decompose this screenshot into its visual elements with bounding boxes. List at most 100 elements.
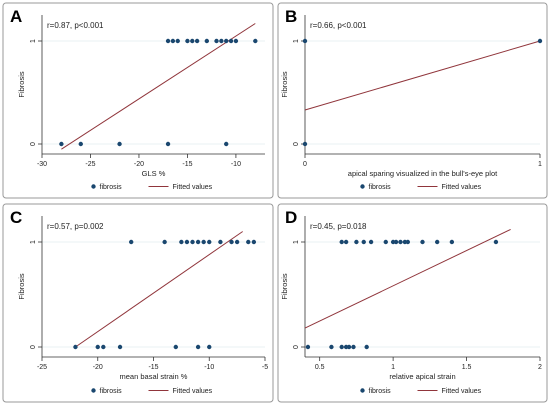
plot-area <box>42 216 265 357</box>
x-tick-label: 0 <box>303 161 307 168</box>
data-point <box>184 239 190 245</box>
data-point <box>117 141 122 147</box>
data-point <box>302 141 308 147</box>
legend-marker <box>360 184 365 189</box>
y-tick-label: 0 <box>293 142 300 146</box>
legend-marker <box>91 184 96 189</box>
fitted-line <box>304 40 541 111</box>
x-tick-label: -10 <box>231 161 241 168</box>
x-axis-label: GLS % <box>142 169 166 178</box>
plot-area <box>305 15 540 154</box>
fitted-line <box>75 231 243 348</box>
data-point <box>190 239 195 245</box>
data-point <box>201 239 206 245</box>
data-point <box>339 344 344 350</box>
data-point <box>449 239 455 245</box>
x-tick-label: -20 <box>93 364 103 371</box>
x-tick-label: -20 <box>134 161 144 168</box>
y-tick-label: 1 <box>30 240 37 244</box>
y-axis-label: Fibrosis <box>280 273 289 300</box>
data-point <box>59 141 64 147</box>
data-point <box>346 344 352 350</box>
data-point <box>129 239 134 245</box>
data-point <box>101 344 106 350</box>
data-point <box>420 239 425 245</box>
y-tick-label: 0 <box>30 345 37 349</box>
data-point <box>253 38 258 44</box>
x-tick-label: 0.5 <box>315 364 325 371</box>
data-point <box>251 239 257 245</box>
data-point <box>219 38 224 44</box>
legend-label: Fitted values <box>173 388 213 395</box>
x-tick-label: 2 <box>538 364 542 371</box>
y-tick-label: 1 <box>293 39 300 43</box>
legend-label: fibrosis <box>369 388 392 395</box>
data-point <box>73 344 78 350</box>
data-point <box>305 344 311 350</box>
data-point <box>214 38 219 44</box>
correlation-annotation: r=0.87, p<0.001 <box>47 21 104 30</box>
data-point <box>173 344 178 350</box>
data-point <box>78 141 83 147</box>
data-point <box>361 239 366 245</box>
data-point <box>383 239 388 245</box>
panel-label: C <box>10 208 22 227</box>
x-tick-label: 1.5 <box>462 364 472 371</box>
x-axis-label: relative apical strain <box>389 372 455 381</box>
data-point <box>302 38 308 44</box>
panel-d: 0 1 0.5 1 1.5 2 Fibrosis relative apical strain… <box>277 203 548 403</box>
data-point <box>246 239 251 245</box>
data-point <box>179 239 184 245</box>
data-point <box>368 239 374 245</box>
legend-label: fibrosis <box>100 388 123 395</box>
data-point <box>165 38 171 44</box>
y-tick-label: 0 <box>30 142 37 146</box>
legend-label: fibrosis <box>369 184 392 191</box>
x-tick-label: -15 <box>148 364 158 371</box>
x-tick-label: 1 <box>391 364 395 371</box>
legend-label: Fitted values <box>442 388 482 395</box>
plot-area <box>42 15 265 154</box>
data-point <box>194 38 200 44</box>
y-axis-label: Fibrosis <box>17 273 26 300</box>
data-point <box>493 239 499 245</box>
data-point <box>393 239 399 245</box>
y-tick-label: 0 <box>293 345 300 349</box>
legend-marker <box>91 388 96 393</box>
data-point <box>434 239 440 245</box>
data-point <box>185 38 190 44</box>
x-tick-label: -5 <box>262 364 268 371</box>
y-tick-label: 1 <box>30 39 37 43</box>
data-point <box>234 239 240 245</box>
data-point <box>218 239 223 245</box>
legend-label: Fitted values <box>173 184 213 191</box>
data-point <box>204 38 210 44</box>
x-tick-label: -30 <box>37 161 47 168</box>
data-point <box>339 239 344 245</box>
data-point <box>537 38 543 44</box>
data-point <box>195 344 201 350</box>
x-tick-label: 1 <box>538 161 542 168</box>
data-point <box>228 38 234 44</box>
data-point <box>190 38 195 44</box>
fitted-line <box>61 23 256 150</box>
data-point <box>229 239 234 245</box>
x-tick-label: -10 <box>204 364 214 371</box>
data-point <box>354 239 359 245</box>
panel-c: 0 1 -25 -20 -15 -10 -5 Fibrosis mean basal strai… <box>2 203 274 403</box>
y-axis-label: Fibrosis <box>17 71 26 98</box>
legend-label: Fitted values <box>442 184 482 191</box>
data-point <box>195 239 201 245</box>
data-point <box>95 344 100 350</box>
panel-label: D <box>285 208 297 227</box>
correlation-annotation: r=0.57, p=0.002 <box>47 222 104 231</box>
legend-marker <box>360 388 365 393</box>
fitted-line <box>304 228 511 329</box>
data-point <box>117 344 123 350</box>
data-point <box>398 239 403 245</box>
data-point <box>170 38 176 44</box>
panel-label: A <box>10 7 22 26</box>
data-point <box>175 38 180 44</box>
data-point <box>343 239 349 245</box>
data-point <box>329 344 334 350</box>
